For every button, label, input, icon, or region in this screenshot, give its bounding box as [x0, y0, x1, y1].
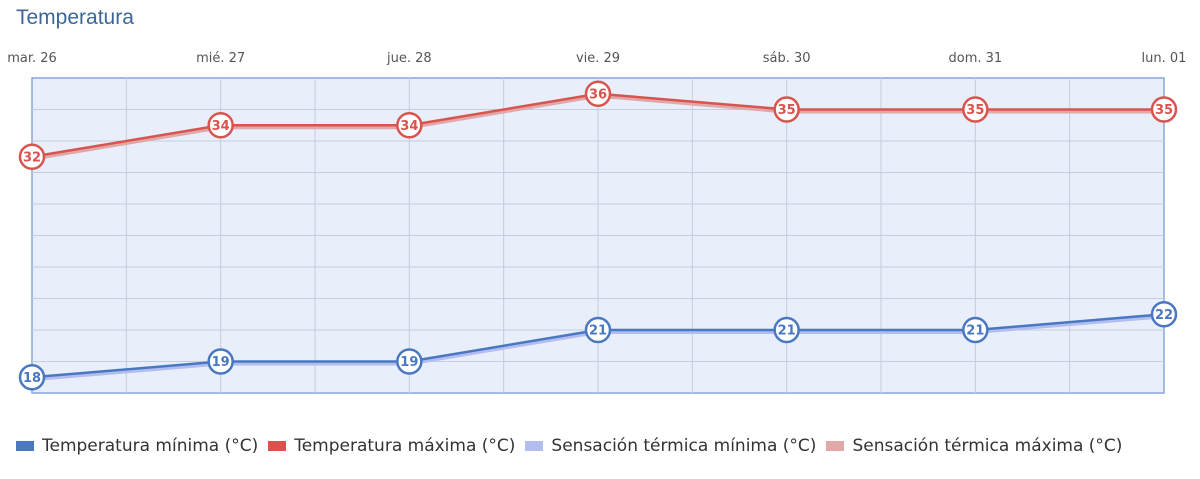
data-point[interactable] [207, 112, 234, 139]
data-label: 32 [23, 150, 41, 165]
x-tick-label: lun. 01 [1142, 51, 1187, 66]
legend-item[interactable]: Sensación térmica máxima (°C) [826, 436, 1122, 456]
data-label: 34 [212, 119, 230, 134]
data-label: 22 [1155, 308, 1173, 323]
chart-title: Temperatura [16, 6, 134, 29]
data-label: 21 [778, 324, 796, 339]
x-tick-label: dom. 31 [948, 51, 1002, 66]
temperature-chart: mar. 26 mié. 27 jue. 28 vie. 29 sáb. 30 dom. … [7, 51, 1187, 394]
data-point[interactable] [18, 143, 46, 170]
x-tick-label: sáb. 30 [763, 51, 811, 66]
legend-label: Temperatura mínima (°C) [42, 436, 259, 456]
data-point[interactable] [584, 316, 612, 344]
data-label: 21 [966, 324, 984, 339]
data-label: 18 [23, 371, 41, 386]
legend-item[interactable]: Sensación térmica mínima (°C) [525, 436, 816, 456]
data-label: 19 [400, 355, 418, 370]
x-tick-label: vie. 29 [576, 51, 620, 66]
data-point[interactable] [396, 348, 423, 375]
data-point[interactable] [962, 96, 989, 123]
data-point[interactable] [773, 96, 800, 123]
data-point[interactable] [1150, 301, 1178, 328]
x-tick-label: mié. 27 [196, 51, 245, 66]
legend-label: Sensación térmica mínima (°C) [551, 436, 817, 456]
data-label: 36 [589, 87, 607, 102]
legend-swatch [525, 441, 544, 451]
legend-item[interactable]: Temperatura máxima (°C) [268, 436, 515, 456]
legend-swatch [268, 441, 287, 451]
legend-item[interactable]: Temperatura mínima (°C) [16, 436, 258, 456]
legend-swatch [16, 441, 34, 451]
chart-legend: Temperatura mínima (°C) Temperatura máxim… [16, 436, 1132, 456]
x-tick-label: jue. 28 [386, 51, 432, 66]
legend-swatch [826, 441, 845, 451]
data-point[interactable] [584, 80, 612, 107]
data-label: 35 [1155, 103, 1173, 118]
data-point[interactable] [1150, 96, 1178, 123]
data-label: 19 [212, 355, 230, 370]
x-tick-label: mar. 26 [7, 51, 57, 66]
data-point[interactable] [773, 316, 800, 344]
data-point[interactable] [207, 348, 234, 375]
data-label: 34 [400, 119, 418, 134]
data-label: 21 [589, 324, 607, 339]
legend-label: Sensación térmica máxima (°C) [852, 436, 1123, 456]
legend-label: Temperatura máxima (°C) [294, 436, 516, 456]
data-point[interactable] [396, 112, 423, 139]
data-point[interactable] [18, 364, 46, 391]
data-point[interactable] [962, 316, 989, 344]
data-label: 35 [966, 103, 984, 118]
data-label: 35 [778, 103, 796, 118]
